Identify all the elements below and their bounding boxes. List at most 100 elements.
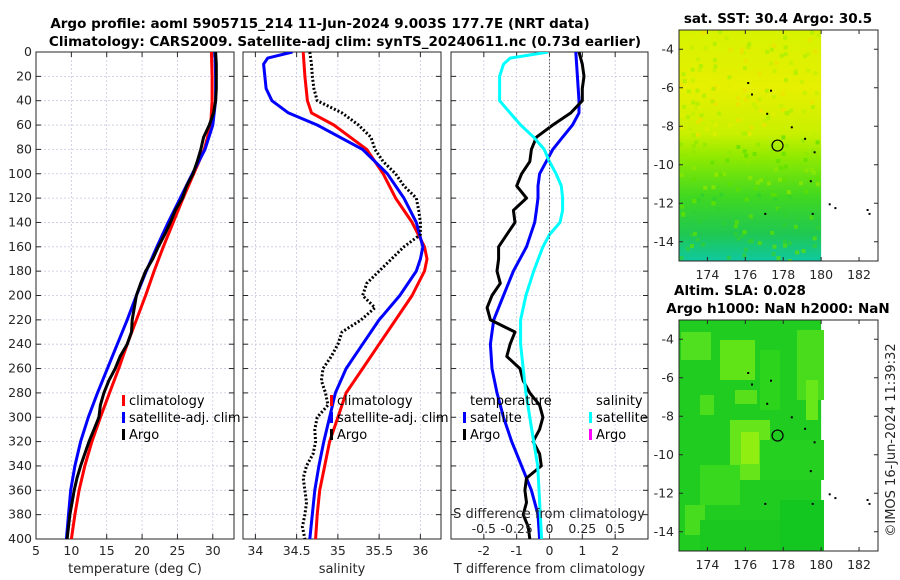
sst-pixel [765, 49, 770, 54]
sst-pixel [696, 198, 701, 203]
sst-pixel [779, 165, 783, 170]
sst-pixel [712, 41, 717, 46]
x-tick-label: 34.5 [283, 543, 311, 558]
legend-label: satellite-adj. clim [129, 411, 241, 426]
sst-pixel [695, 237, 700, 242]
sst-pixel [810, 100, 815, 105]
sst-pixel [698, 64, 703, 68]
sst-pixel [769, 61, 774, 66]
x-tick-label: 15 [99, 543, 115, 558]
sla-patch [700, 465, 740, 505]
sst-pixel [690, 244, 694, 248]
sst-pixel [784, 111, 789, 116]
sst-pixel [789, 61, 794, 65]
island-marker [804, 427, 807, 430]
sst-pixel [726, 83, 731, 88]
sst-pixel [744, 153, 749, 158]
sst-pixel [709, 120, 714, 125]
y-tick-label: -6 [662, 370, 675, 385]
sst-pixel [679, 173, 684, 178]
sst-pixel [811, 170, 816, 175]
series-group [64, 52, 218, 539]
sst-pixel [810, 167, 815, 172]
sst-pixel [807, 37, 812, 42]
sst-pixel [736, 236, 741, 241]
sst-pixel [712, 68, 717, 73]
sst-pixel [754, 186, 759, 191]
sst-pixel [692, 177, 697, 182]
sst-pixel [691, 133, 696, 138]
sst-pixel [691, 100, 696, 105]
sst-pixel [686, 115, 691, 120]
island-marker [790, 126, 793, 129]
sst-pixel [770, 230, 775, 235]
sst-pixel [782, 239, 787, 244]
sst-pixel [814, 91, 819, 96]
island-marker [766, 402, 769, 405]
sst-pixel [692, 166, 697, 171]
y-tick-label: -4 [662, 41, 675, 56]
sst-pixel [692, 199, 697, 203]
climatology-line [69, 52, 214, 539]
x2-tick-label: -0.25 [500, 521, 532, 536]
y-tick-label: 240 [8, 336, 32, 351]
island-marker [834, 497, 837, 500]
argo-temperature-line [65, 52, 218, 539]
sst-pixel [694, 140, 699, 145]
sst-pixel [680, 126, 685, 131]
sst-pixel [759, 108, 764, 113]
series-group [485, 52, 586, 539]
legend-title-salinity: salinity [596, 394, 643, 409]
sst-pixel [700, 193, 705, 198]
legend-swatch [122, 412, 125, 423]
map-field [679, 30, 822, 261]
sst-map-title: sat. SST: 30.4 Argo: 30.5 [684, 11, 872, 27]
y-tick-label: 220 [8, 312, 32, 327]
x2-tick-label: -0.5 [472, 521, 496, 536]
sst-pixel [756, 193, 761, 198]
island-marker [828, 203, 831, 206]
legend-title-temperature: temperature [470, 394, 552, 409]
sst-pixel [745, 45, 750, 50]
sst-pixel [696, 57, 701, 62]
satellite-adj-clim-salinity-line [262, 52, 425, 539]
y-tick-label: -14 [654, 234, 674, 249]
sst-pixel [742, 230, 747, 234]
sst-pixel [798, 131, 803, 136]
island-marker [790, 416, 793, 419]
sst-pixel [804, 168, 809, 173]
sst-pixel [809, 215, 814, 220]
sst-pixel [769, 47, 774, 52]
sst-pixel [690, 78, 695, 83]
sst-pixel [712, 58, 717, 63]
sst-pixel [691, 144, 696, 149]
sst-pixel [799, 181, 803, 186]
sst-pixel [756, 142, 761, 147]
x-tick-label: 30 [205, 543, 221, 558]
sla-map-title-line1: Altim. SLA: 0.028 [674, 283, 806, 299]
sst-pixel [726, 54, 730, 59]
sst-pixel [743, 247, 748, 252]
sst-pixel [739, 50, 744, 55]
sst-pixel [742, 66, 747, 71]
sst-pixel [759, 178, 763, 183]
sst-pixel [734, 220, 739, 225]
sst-pixel [689, 233, 694, 237]
sst-pixel [685, 246, 690, 251]
island-marker [804, 137, 807, 140]
x2-tick-label: 0 [546, 521, 554, 536]
sst-pixel [728, 123, 733, 128]
sst-pixel [719, 173, 723, 178]
sst-pixel [812, 214, 817, 219]
map-axes-box [678, 319, 879, 552]
sst-pixel [702, 213, 707, 218]
sst-pixel [771, 192, 775, 197]
y-tick-label: 260 [8, 361, 32, 376]
sst-pixel [782, 177, 787, 182]
sst-pixel [757, 79, 762, 84]
sst-pixel [801, 138, 806, 143]
x-tick-label: 35 [330, 543, 346, 558]
x-axis-label: T difference from climatology [453, 562, 646, 577]
island-marker [813, 151, 816, 154]
